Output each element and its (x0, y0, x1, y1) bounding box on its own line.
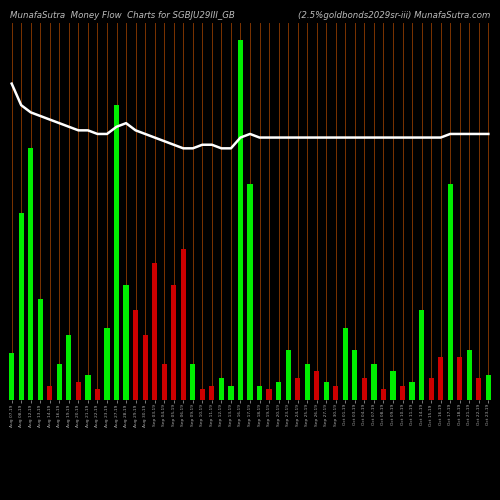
Bar (295, 378, 300, 400)
Bar (152, 264, 158, 400)
Bar (448, 184, 453, 400)
Bar (257, 386, 262, 400)
Bar (438, 357, 444, 400)
Bar (190, 364, 196, 400)
Bar (66, 336, 71, 400)
Bar (56, 364, 62, 400)
Bar (381, 389, 386, 400)
Bar (286, 350, 291, 400)
Bar (209, 386, 214, 400)
Bar (324, 382, 329, 400)
Bar (248, 184, 252, 400)
Text: MunafaSutra  Money Flow  Charts for SGBJU29III_GB: MunafaSutra Money Flow Charts for SGBJU2… (10, 11, 235, 20)
Bar (238, 40, 243, 400)
Bar (200, 389, 205, 400)
Bar (410, 382, 414, 400)
Bar (171, 285, 176, 400)
Text: (2.5%goldbonds2029sr-iii) MunafaSutra.com: (2.5%goldbonds2029sr-iii) MunafaSutra.co… (298, 11, 490, 20)
Bar (486, 375, 491, 400)
Bar (400, 386, 405, 400)
Bar (419, 310, 424, 400)
Bar (476, 378, 482, 400)
Bar (76, 382, 81, 400)
Bar (342, 328, 348, 400)
Bar (390, 371, 396, 400)
Bar (47, 386, 52, 400)
Bar (466, 350, 472, 400)
Bar (362, 378, 367, 400)
Bar (86, 375, 90, 400)
Bar (266, 389, 272, 400)
Bar (180, 249, 186, 400)
Bar (276, 382, 281, 400)
Bar (104, 328, 110, 400)
Bar (124, 285, 128, 400)
Bar (352, 350, 358, 400)
Bar (28, 148, 34, 400)
Bar (133, 310, 138, 400)
Bar (304, 364, 310, 400)
Bar (219, 378, 224, 400)
Bar (314, 371, 320, 400)
Bar (428, 378, 434, 400)
Bar (372, 364, 376, 400)
Bar (457, 357, 462, 400)
Bar (333, 386, 338, 400)
Bar (9, 354, 15, 400)
Bar (114, 105, 119, 400)
Bar (228, 386, 234, 400)
Bar (162, 364, 167, 400)
Bar (142, 336, 148, 400)
Bar (95, 389, 100, 400)
Bar (38, 300, 43, 400)
Bar (18, 213, 24, 400)
